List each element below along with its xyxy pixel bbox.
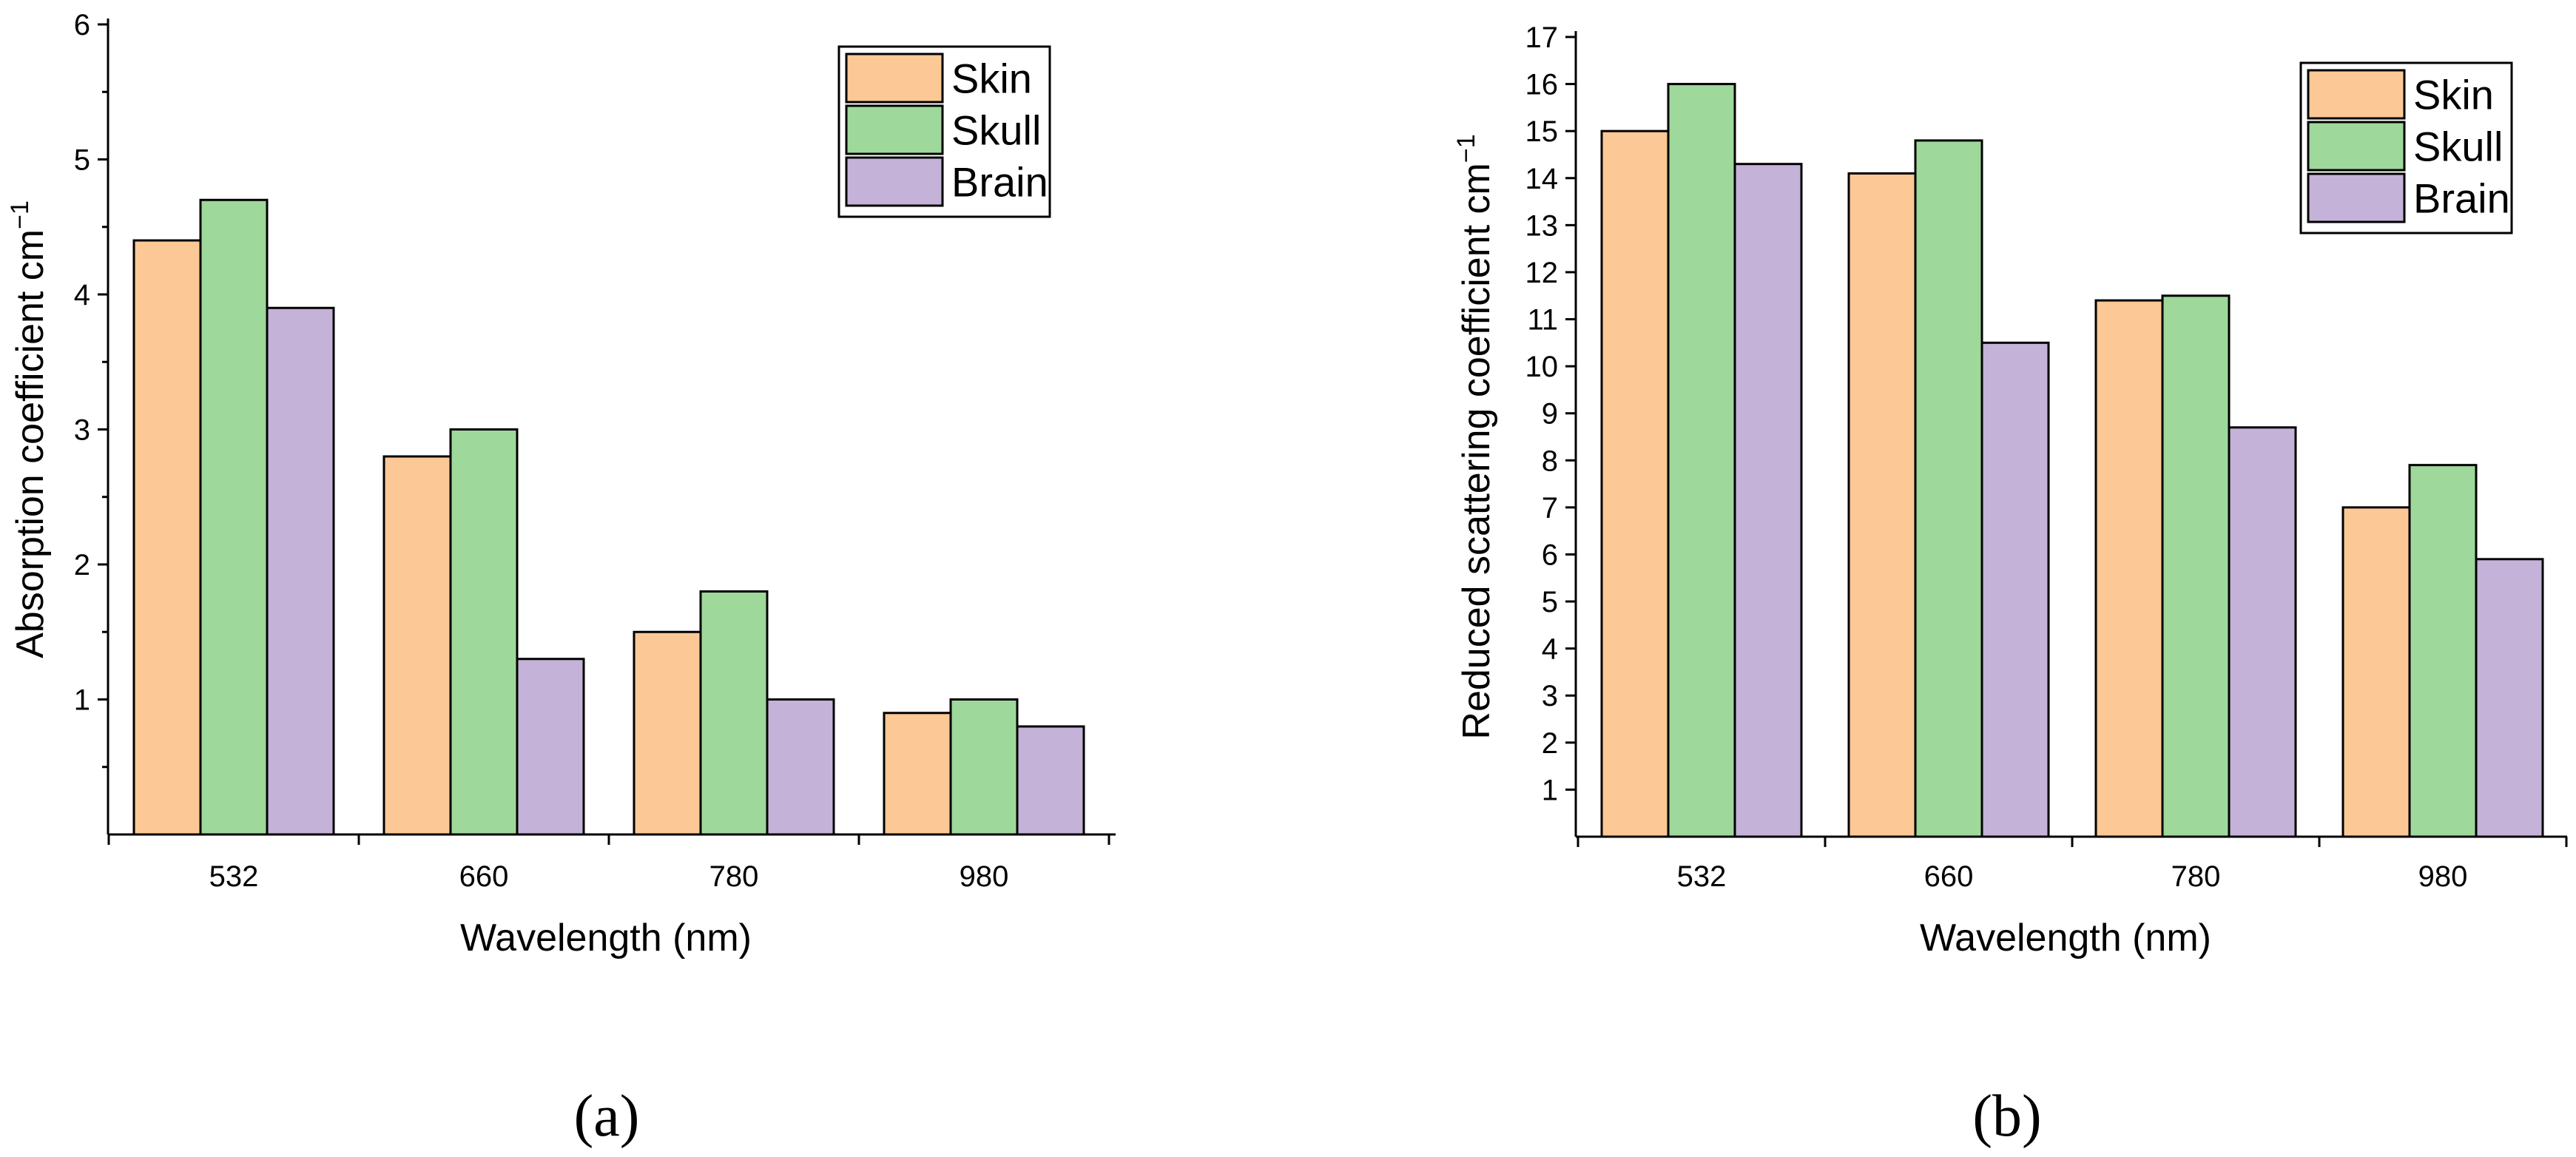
x-tick-label-980: 980: [2418, 860, 2468, 893]
bar-brain-532: [266, 306, 335, 836]
y-tick-label: 6: [74, 9, 90, 41]
x-tick-label-780: 780: [709, 860, 759, 893]
y-tick-label: 1: [1542, 774, 1558, 806]
x-tick-label-532: 532: [1677, 860, 1727, 893]
y-tick-label: 4: [74, 279, 90, 311]
x-axis-title: Wavelength (nm): [1920, 917, 2211, 959]
legend-swatch-brain: [845, 156, 944, 207]
legend-label-brain: Brain: [2413, 175, 2510, 222]
bar-skin-660: [382, 455, 452, 836]
legend-swatch-skull: [845, 104, 944, 155]
y-tick-label: 8: [1542, 445, 1558, 477]
bar-brain-660: [516, 658, 585, 836]
y-tick-label: 2: [74, 549, 90, 581]
y-tick-label: 5: [1542, 586, 1558, 618]
y-tick-label: 5: [74, 144, 90, 177]
y-axis-title: Reduced scattering coefficient cm−1: [1452, 134, 1498, 739]
bar-skull-532: [199, 198, 269, 836]
y-axis-title-main: Reduced scattering coefficient cm: [1455, 163, 1498, 739]
legend-label-skull: Skull: [2413, 124, 2503, 170]
legend-swatch-skin: [845, 53, 944, 104]
panel-label: (b): [1972, 1084, 2041, 1149]
bar-skull-980: [2408, 464, 2478, 838]
y-axis-title: Absorption coefficient cm−1: [6, 200, 52, 658]
chart-absorption: 1 2 3 4 5 6 532 660 780 980 Wavelength (nm) Absorpt…: [6, 9, 1116, 1149]
y-axis-title-superscript: −1: [6, 200, 34, 229]
y-tick-label: 13: [1525, 209, 1559, 242]
bar-brain-780: [766, 698, 835, 836]
x-tick-label-660: 660: [1924, 860, 1974, 893]
y-tick-label: 15: [1525, 115, 1559, 148]
legend-label-skin: Skin: [951, 55, 1032, 102]
bar-brain-780: [2228, 426, 2297, 838]
bar-skin-980: [2341, 506, 2411, 838]
y-axis-title-superscript: −1: [1452, 134, 1480, 163]
y-tick-label: 10: [1525, 351, 1559, 383]
legend-swatch-brain: [2307, 172, 2406, 223]
legend-swatch-skin: [2307, 69, 2406, 120]
x-tick-label-980: 980: [960, 860, 1009, 893]
x-tick-label-660: 660: [459, 860, 509, 893]
y-tick-label: 2: [1542, 727, 1558, 760]
y-tick-label: 14: [1525, 163, 1559, 195]
y-tick-label: 17: [1525, 21, 1559, 54]
y-tick-label: 4: [1542, 633, 1558, 666]
bar-skin-660: [1847, 172, 1917, 838]
legend-label-skin: Skin: [2413, 72, 2494, 118]
bar-brain-532: [1733, 163, 1803, 838]
bar-skin-780: [633, 630, 702, 836]
bar-skull-780: [699, 590, 769, 836]
legend-label-brain: Brain: [951, 159, 1048, 206]
y-tick-label: 3: [74, 414, 90, 447]
y-tick-label: 16: [1525, 69, 1559, 101]
y-tick-label: 11: [1527, 304, 1558, 337]
y-tick-label: 7: [1542, 492, 1558, 524]
bar-brain-660: [1980, 341, 2050, 838]
bar-skin-980: [883, 712, 952, 836]
bar-skull-660: [1914, 139, 1983, 838]
bar-skin-532: [1600, 129, 1670, 838]
y-tick-label: 9: [1542, 398, 1558, 431]
bar-skull-660: [449, 428, 519, 836]
bar-skull-980: [949, 698, 1019, 836]
bar-skin-780: [2094, 299, 2164, 838]
x-tick-label-532: 532: [209, 860, 259, 893]
y-axis-title-main: Absorption coefficient cm: [9, 229, 52, 658]
legend-swatch-skull: [2307, 121, 2406, 172]
x-tick-label-780: 780: [2171, 860, 2221, 893]
y-tick-label: 6: [1542, 539, 1558, 571]
bar-brain-980: [2475, 558, 2544, 838]
bar-skull-532: [1667, 83, 1736, 838]
bar-skin-532: [132, 239, 202, 836]
y-tick-label: 12: [1525, 257, 1559, 289]
legend-label-skull: Skull: [951, 107, 1041, 154]
x-axis-title: Wavelength (nm): [460, 917, 752, 959]
y-tick-label: 3: [1542, 680, 1558, 712]
bar-skull-780: [2161, 294, 2231, 838]
panel-label: (a): [574, 1084, 640, 1149]
y-tick-label: 1: [74, 684, 90, 717]
bar-brain-980: [1016, 725, 1085, 836]
